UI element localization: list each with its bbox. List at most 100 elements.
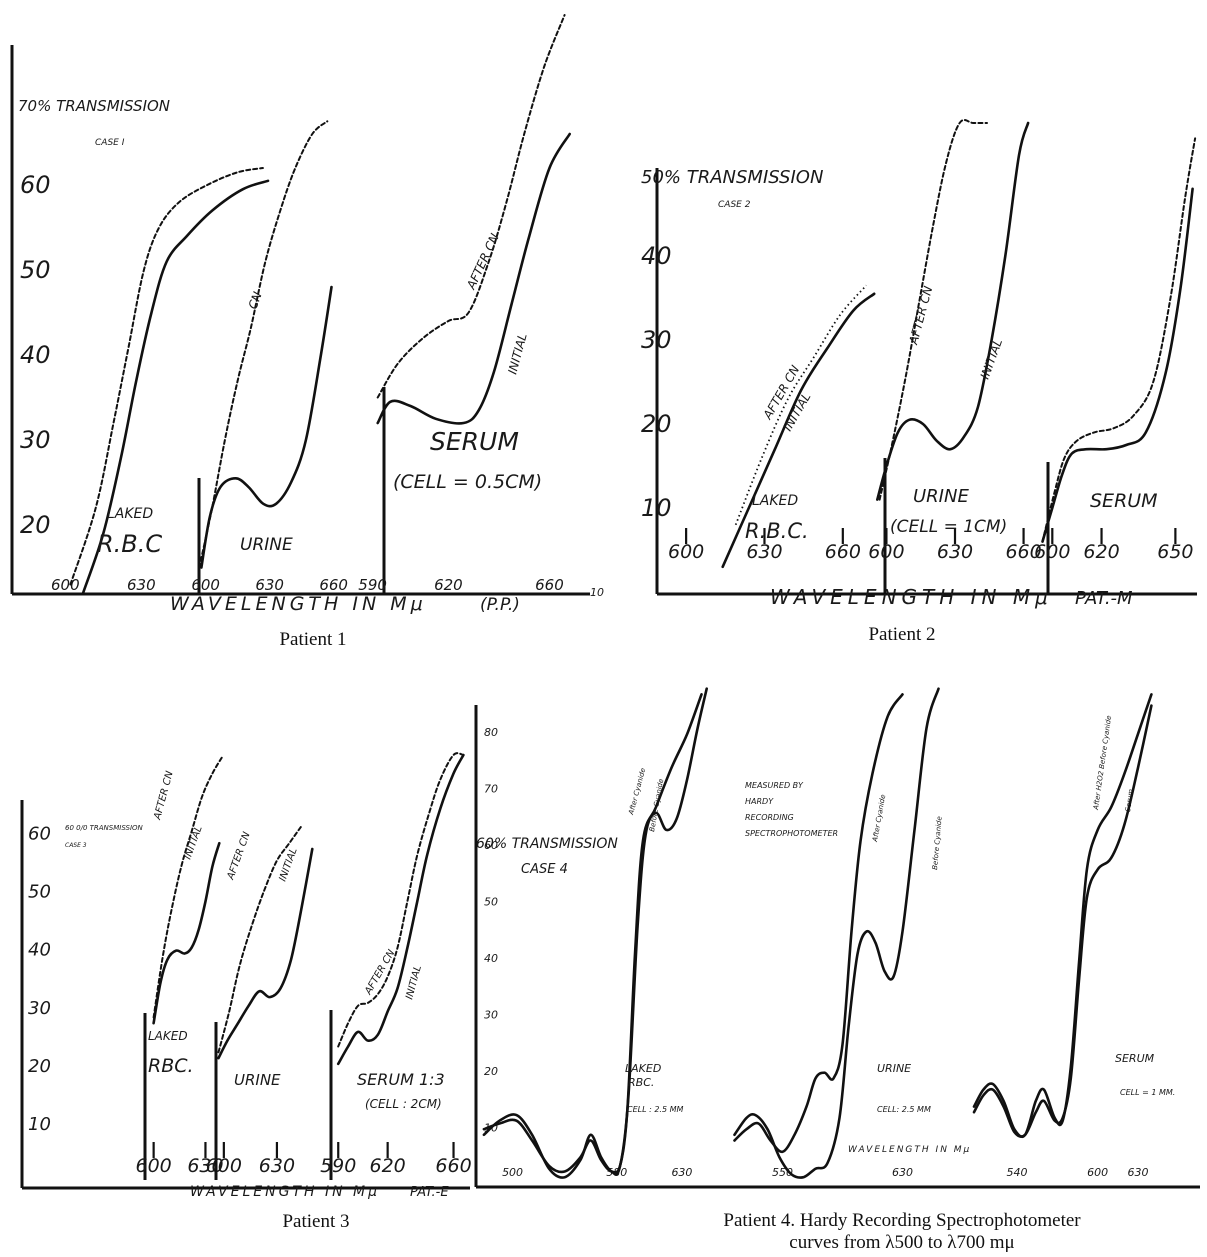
series-label: INITIAL <box>978 337 1005 381</box>
series-line <box>152 755 224 1019</box>
series-label: INITIAL <box>404 964 424 1001</box>
x-tick-label: 660 <box>1005 541 1041 563</box>
panel-label: LAKED <box>148 1029 188 1043</box>
x-axis-note: PAT.-E <box>410 1185 449 1200</box>
series-label: AFTER CN <box>906 285 935 347</box>
x-axis-label: WAVELENGTH IN Mμ <box>190 1184 380 1200</box>
x-tick-label: 600 <box>51 576 80 594</box>
series-label: AFTER CN <box>464 231 502 292</box>
x-tick-label: 600 <box>136 1155 172 1177</box>
measurement-note: SPECTROPHOTOMETER <box>745 829 838 838</box>
panel-label: LAKED <box>107 506 153 522</box>
measurement-note: HARDY <box>745 797 774 806</box>
x-tick-label: 630 <box>127 576 156 594</box>
chart-title: 70% TRANSMISSION <box>18 97 170 115</box>
x-tick-label: 600 <box>668 541 704 563</box>
x-tick-label: 540 <box>1007 1166 1028 1179</box>
panel-label: SERUM <box>1115 1052 1155 1065</box>
y-tick-label: 50 <box>28 882 51 903</box>
y-tick-label: 20 <box>484 1065 498 1078</box>
panel-urine: 600 630 660 URINE CN <box>191 120 348 594</box>
chart-title: 60 0/0 TRANSMISSION <box>65 824 144 832</box>
series-line <box>376 132 571 425</box>
panel-label: R.B.C. <box>745 519 809 543</box>
y-tick-label: 40 <box>28 940 51 961</box>
series-label: After Cyanide <box>627 767 647 816</box>
x-tick-label: 630 <box>746 541 782 563</box>
series-line <box>721 292 876 569</box>
x-axis-note: PAT.-M <box>1075 588 1133 609</box>
x-axis-label: WAVELENGTH IN Mμ <box>848 1145 971 1155</box>
figure-caption: curves from λ500 to λ700 mμ <box>789 1232 1014 1253</box>
series-line <box>482 687 708 1174</box>
case-label: CASE I <box>95 138 125 148</box>
series-label: INITIAL <box>277 847 299 884</box>
x-tick-label: 660 <box>319 576 348 594</box>
chart-title: 50% TRANSMISSION <box>641 167 823 188</box>
x-tick-label: 660 <box>435 1155 471 1177</box>
panel-subtitle: CELL: 2.5 MM <box>877 1105 931 1114</box>
series-label: Before Cyanide <box>931 816 944 870</box>
x-tick-label: 650 <box>1157 541 1193 563</box>
y-tick-label: 40 <box>20 341 51 369</box>
panel-subtitle: (CELL = 1CM) <box>890 517 1007 537</box>
x-tick-label: 620 <box>370 1155 406 1177</box>
series-line <box>876 121 1030 501</box>
panel-label: URINE <box>913 486 969 507</box>
chart-patient-1: 60 50 40 30 20 70% TRANSMISSION CASE I WAVELENG… <box>10 14 604 650</box>
x-tick-label: 630 <box>671 1166 692 1179</box>
panel-subtitle: CELL = 1 MM. <box>1120 1088 1175 1097</box>
x-tick-label: 660 <box>535 576 564 594</box>
panel-label: SERUM 1:3 <box>357 1070 445 1089</box>
x-tick-label: 630 <box>892 1166 913 1179</box>
x-tick-label: 590 <box>358 576 387 594</box>
x-tick-label: 600 <box>206 1155 242 1177</box>
x-tick-label: 590 <box>320 1155 356 1177</box>
panel-serum: 540 600 630 SERUM CELL = 1 MM. After H2O2 Bef… <box>972 693 1175 1179</box>
series-label: AFTER CN <box>225 830 253 882</box>
x-tick-label: 660 <box>825 541 861 563</box>
x-tick-label: 620 <box>1083 541 1119 563</box>
x-tick-label: 500 <box>502 1166 523 1179</box>
y-tick-label: 30 <box>484 1009 498 1022</box>
series-line <box>217 847 314 1060</box>
series-line <box>81 179 270 595</box>
series-line <box>69 167 264 586</box>
y-tick-label: 40 <box>484 952 498 965</box>
y-tick-label: 10 <box>641 494 672 522</box>
figure-caption: Patient 3 <box>282 1211 349 1232</box>
y-tick-label: 30 <box>20 426 51 454</box>
series-label: After Cyanide <box>871 794 887 844</box>
y-tick-label: 80 <box>484 726 498 739</box>
panel-label: URINE <box>877 1062 911 1075</box>
series-label: INITIAL <box>182 825 204 862</box>
x-tick-label: 630 <box>259 1155 295 1177</box>
x-axis-label: WAVELENGTH IN Mμ <box>770 585 1053 609</box>
chart-patient-2: 40 30 20 10 50% TRANSMISSION CASE 2 WAVELENGTH… <box>641 119 1197 645</box>
series-label: INITIAL <box>505 332 529 376</box>
series-line <box>1041 137 1197 543</box>
series-line <box>337 752 465 1048</box>
panel-subtitle: (CELL : 2CM) <box>365 1097 442 1111</box>
chart-title: 60% TRANSMISSION <box>476 836 618 852</box>
panel-label: RBC. <box>148 1055 194 1077</box>
x-tick-label: 600 <box>868 541 904 563</box>
x-tick-label: 600 <box>1087 1166 1108 1179</box>
y-tick-label: 70 <box>484 783 498 796</box>
y-tick-label: 60 <box>484 839 498 852</box>
measurement-note: RECORDING <box>745 813 794 822</box>
series-line <box>217 824 303 1054</box>
series-line <box>733 693 904 1154</box>
case-label: CASE 4 <box>521 862 568 877</box>
y-tick-label: 50 <box>20 256 51 284</box>
x-tick-label: 620 <box>434 576 463 594</box>
series-line <box>972 704 1153 1138</box>
chart-patient-3: 60 50 40 30 20 10 60 0/0 TRANSMISSION CASE 3 WAV… <box>20 752 472 1232</box>
panel-serum: 590 620 660 SERUM (CELL = 0.5CM) INITIAL AFTER… <box>358 14 571 594</box>
